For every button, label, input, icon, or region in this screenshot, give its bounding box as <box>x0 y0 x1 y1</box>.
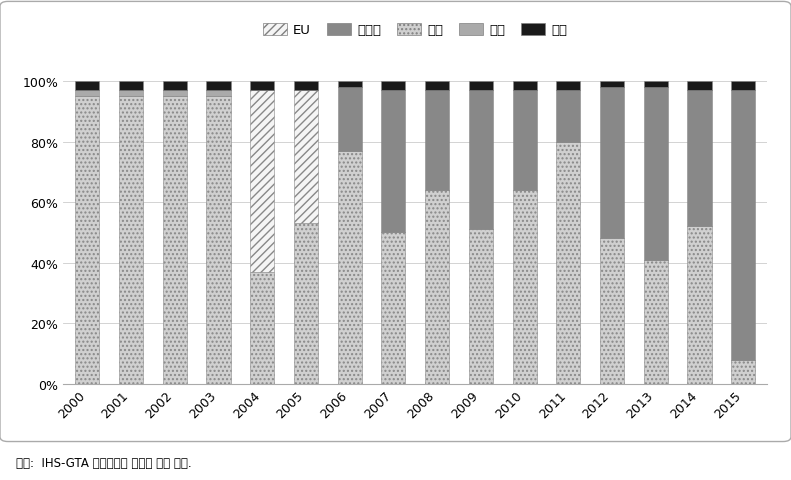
Bar <box>469 230 493 384</box>
Bar <box>338 88 361 151</box>
Bar <box>513 191 536 384</box>
Bar <box>731 82 755 91</box>
Bar <box>75 82 100 91</box>
Bar <box>556 82 581 91</box>
Bar <box>206 82 230 91</box>
Text: 자료:  IHS-GTA 통계자료를 기초로 필자 작성.: 자료: IHS-GTA 통계자료를 기초로 필자 작성. <box>16 456 191 469</box>
Bar <box>556 142 581 384</box>
Bar <box>250 82 274 91</box>
Bar <box>600 239 624 384</box>
Bar <box>381 233 406 384</box>
Bar <box>119 97 143 384</box>
Bar <box>250 91 274 272</box>
Bar <box>425 191 449 384</box>
Bar <box>75 97 100 384</box>
Bar <box>75 91 100 97</box>
Bar <box>600 88 624 239</box>
Bar <box>644 88 668 260</box>
Bar <box>731 360 755 384</box>
Bar <box>469 91 493 230</box>
Bar <box>687 82 712 91</box>
Bar <box>687 227 712 384</box>
Bar <box>644 82 668 88</box>
Bar <box>206 91 230 97</box>
Bar <box>163 97 187 384</box>
Bar <box>163 91 187 97</box>
Bar <box>250 272 274 384</box>
Bar <box>119 91 143 97</box>
Bar <box>513 82 536 91</box>
Bar <box>338 82 361 88</box>
Bar <box>513 91 536 191</box>
Bar <box>381 91 406 233</box>
Bar <box>163 82 187 91</box>
Bar <box>206 97 230 384</box>
Bar <box>381 82 406 91</box>
Bar <box>294 82 318 91</box>
Bar <box>425 91 449 191</box>
Bar <box>469 82 493 91</box>
Bar <box>687 91 712 227</box>
Bar <box>294 91 318 224</box>
Bar <box>731 91 755 360</box>
Bar <box>294 224 318 384</box>
Legend: EU, 브라질, 미국, 태국, 기타: EU, 브라질, 미국, 태국, 기타 <box>258 19 573 42</box>
Bar <box>556 91 581 142</box>
Bar <box>600 82 624 88</box>
Bar <box>425 82 449 91</box>
Bar <box>338 151 361 384</box>
Bar <box>644 260 668 384</box>
Bar <box>119 82 143 91</box>
